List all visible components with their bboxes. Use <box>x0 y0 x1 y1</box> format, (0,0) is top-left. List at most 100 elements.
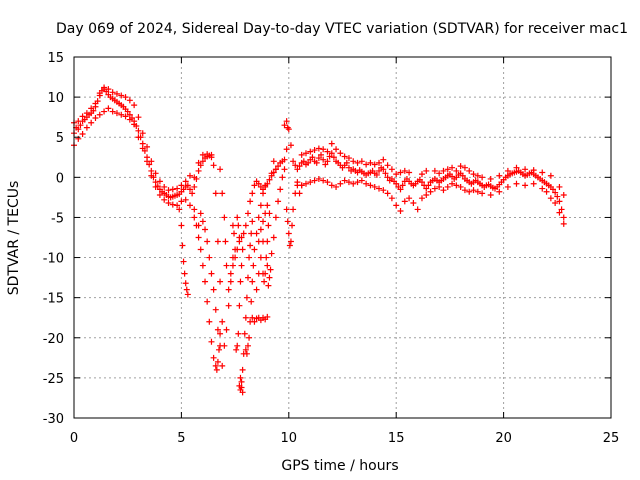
data-point <box>233 346 240 353</box>
data-point <box>272 166 279 173</box>
data-point <box>358 177 365 184</box>
data-point <box>191 174 198 181</box>
data-point <box>214 238 221 245</box>
data-point <box>543 188 550 195</box>
data-point <box>214 326 221 333</box>
data-point <box>423 167 430 174</box>
data-point <box>337 150 344 157</box>
data-point <box>176 206 183 213</box>
data-point <box>195 167 202 174</box>
data-point <box>270 158 277 165</box>
data-point <box>315 155 322 162</box>
data-point <box>556 183 563 190</box>
x-tick-label: 0 <box>70 431 78 446</box>
data-point <box>267 266 274 273</box>
data-point <box>539 169 546 176</box>
data-point <box>470 187 477 194</box>
data-point <box>240 230 247 237</box>
data-point <box>219 318 226 325</box>
data-point <box>178 198 185 205</box>
data-point <box>126 116 133 123</box>
y-tick-label: 5 <box>56 131 64 146</box>
x-tick-label: 5 <box>177 431 185 446</box>
data-point <box>144 158 151 165</box>
data-point <box>367 159 374 166</box>
data-point <box>474 188 481 195</box>
data-point <box>305 159 312 166</box>
data-point <box>251 182 258 189</box>
data-point <box>406 195 413 202</box>
data-point <box>146 161 153 168</box>
data-point <box>277 186 284 193</box>
data-point <box>300 158 307 165</box>
data-point <box>266 274 273 281</box>
data-point <box>178 182 185 189</box>
data-point <box>183 286 190 293</box>
data-point <box>341 177 348 184</box>
data-point <box>406 169 413 176</box>
data-point <box>184 291 191 298</box>
data-point <box>350 158 357 165</box>
data-point <box>384 162 391 169</box>
data-point <box>265 282 272 289</box>
axis-ticks <box>73 56 612 419</box>
data-point <box>264 238 271 245</box>
data-point <box>330 154 337 161</box>
data-point <box>208 338 215 345</box>
data-point <box>414 206 421 213</box>
data-point <box>333 183 340 190</box>
data-point <box>264 202 271 209</box>
data-point <box>229 262 236 269</box>
data-point <box>249 278 256 285</box>
data-point <box>253 286 260 293</box>
data-point <box>466 167 473 174</box>
data-point <box>479 190 486 197</box>
data-point <box>217 166 224 173</box>
data-point <box>449 180 456 187</box>
data-point <box>268 170 275 177</box>
data-point <box>397 186 404 193</box>
data-point <box>210 354 217 361</box>
data-point <box>122 94 129 101</box>
data-point <box>199 218 206 225</box>
data-point <box>204 298 211 305</box>
data-point <box>320 156 327 163</box>
data-point <box>266 210 273 217</box>
data-point <box>118 92 125 99</box>
data-point <box>236 302 243 309</box>
data-point <box>496 188 503 195</box>
data-point <box>266 176 273 183</box>
data-point <box>238 378 245 385</box>
data-point <box>315 175 322 182</box>
data-point <box>148 172 155 179</box>
data-point <box>206 254 213 261</box>
data-point <box>354 179 361 186</box>
data-point <box>261 278 268 285</box>
data-point <box>436 170 443 177</box>
data-point <box>558 206 565 213</box>
data-point <box>444 166 451 173</box>
data-point <box>272 214 279 221</box>
data-point <box>487 191 494 198</box>
data-point <box>496 172 503 179</box>
data-point <box>560 191 567 198</box>
data-point <box>461 187 468 194</box>
data-point <box>244 210 251 217</box>
data-point <box>376 185 383 192</box>
data-point <box>270 234 277 241</box>
data-point <box>444 183 451 190</box>
data-point <box>255 238 262 245</box>
data-point <box>504 183 511 190</box>
data-point <box>83 110 90 117</box>
data-point <box>139 145 146 152</box>
data-point <box>401 198 408 205</box>
data-point <box>320 146 327 153</box>
data-point <box>302 180 309 187</box>
data-point <box>165 200 172 207</box>
data-point <box>504 167 511 174</box>
data-point <box>292 162 299 169</box>
data-point <box>260 218 267 225</box>
data-point <box>262 182 269 189</box>
data-point <box>217 278 224 285</box>
x-tick-label: 15 <box>388 431 405 446</box>
